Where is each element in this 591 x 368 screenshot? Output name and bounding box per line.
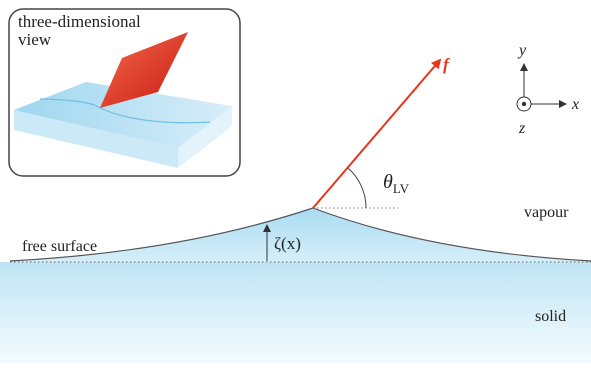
wetting-ridge xyxy=(10,208,591,262)
height-label: ζ(x) xyxy=(274,234,301,253)
inset-title-line1: three-dimensional xyxy=(18,12,141,31)
inset-ridge-line xyxy=(39,98,211,124)
y-axis-label: y xyxy=(517,42,527,59)
force-arrow xyxy=(312,58,442,209)
inset-3d-view: three-dimensional view xyxy=(8,8,241,177)
force-label: f xyxy=(443,55,451,74)
angle-arc xyxy=(347,167,367,209)
inset-force-plane xyxy=(100,32,188,108)
x-axis-label: x xyxy=(571,96,579,113)
inset-box-top xyxy=(14,82,232,148)
angle-symbol: θ xyxy=(383,171,393,193)
inset-box-side xyxy=(178,106,232,168)
z-axis-dot-icon xyxy=(521,101,527,107)
solid-label: solid xyxy=(535,308,566,325)
angle-subscript: LV xyxy=(393,181,410,196)
vapour-label: vapour xyxy=(524,204,569,221)
z-axis-label: z xyxy=(518,120,526,137)
inset-title-line2: view xyxy=(18,30,52,49)
free-surface-line xyxy=(9,207,591,262)
coordinate-axes: y x z xyxy=(516,42,579,137)
free-surface-label: free surface xyxy=(22,238,97,255)
solid-region xyxy=(0,262,591,363)
inset-box-front xyxy=(14,110,178,168)
angle-label: θLV xyxy=(383,171,410,196)
